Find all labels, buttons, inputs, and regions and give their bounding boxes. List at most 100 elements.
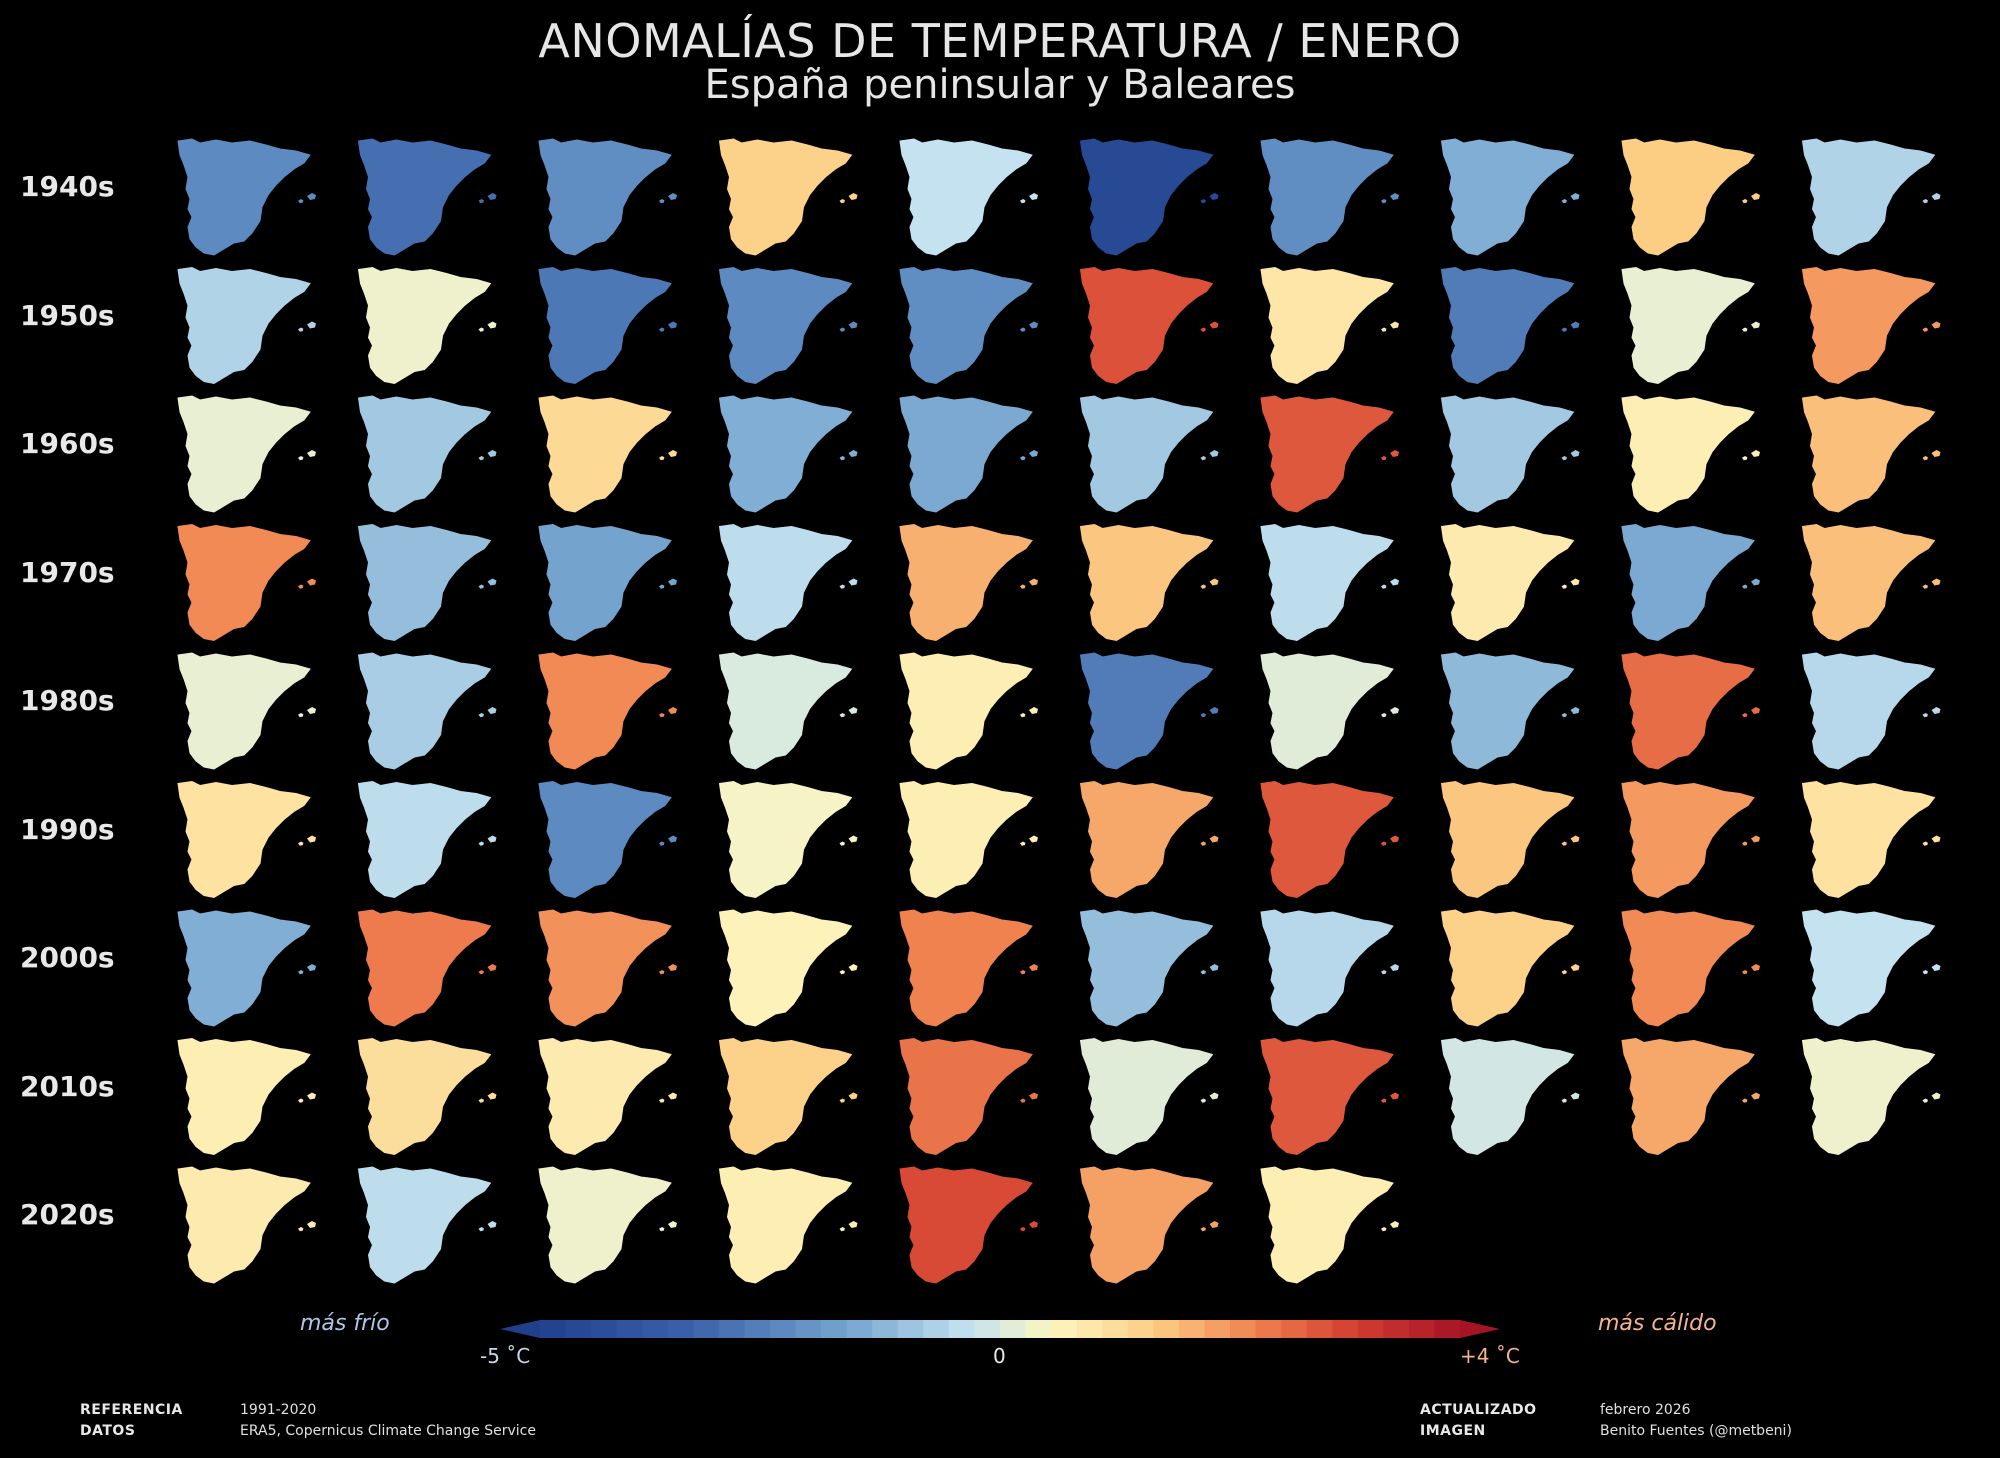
anomaly-map-cell [1440, 266, 1580, 385]
anomaly-map-cell [177, 1037, 316, 1156]
colorbar-segment [1230, 1320, 1257, 1338]
anomaly-map-cell [718, 138, 858, 256]
anomaly-map-cell [538, 266, 677, 385]
anomaly-map-cell [1260, 652, 1399, 770]
anomaly-map-cell [718, 523, 858, 642]
anomaly-map-grid [177, 138, 1941, 1284]
colorbar-segment [948, 1320, 975, 1338]
anomaly-map-cell [538, 1166, 677, 1284]
anomaly-map-cell [1260, 1166, 1399, 1284]
decade-label: 2010s [20, 1069, 115, 1103]
decade-label: 1950s [20, 298, 115, 332]
anomaly-map-cell [718, 395, 858, 513]
anomaly-map-cell [1260, 780, 1399, 899]
anomaly-map-cell [538, 523, 677, 642]
footer-data-value: ERA5, Copernicus Climate Change Service [240, 1423, 536, 1439]
colorbar-segment [795, 1320, 822, 1338]
anomaly-map-cell [1260, 523, 1399, 642]
colorbar-max-extension [1460, 1320, 1500, 1338]
anomaly-map-cell [177, 523, 316, 642]
anomaly-map-cell [899, 266, 1038, 385]
anomaly-map-cell [1621, 266, 1760, 385]
colorbar-zero-label: 0 [993, 1344, 1006, 1368]
colorbar-segment [1434, 1320, 1461, 1338]
anomaly-map-cell [718, 909, 858, 1027]
anomaly-map-cell [1079, 652, 1219, 770]
colorbar-segment [1178, 1320, 1205, 1338]
anomaly-map-cell [177, 1166, 316, 1284]
colorbar-segment [540, 1320, 567, 1338]
anomaly-map-cell [1440, 138, 1580, 256]
anomaly-map-cell [718, 1037, 858, 1156]
colorbar-segment [1204, 1320, 1231, 1338]
colder-legend-label: más frío [300, 1311, 390, 1336]
anomaly-map-cell [357, 652, 497, 770]
colorbar-min-extension [500, 1320, 540, 1338]
anomaly-map-cell [357, 780, 497, 899]
anomaly-map-cell [1801, 395, 1941, 513]
anomaly-map-cell [899, 780, 1038, 899]
colorbar-segment [1000, 1320, 1027, 1338]
decade-label: 1990s [20, 812, 115, 846]
anomaly-map-cell [899, 1166, 1038, 1284]
anomaly-map-cell [899, 395, 1038, 513]
colorbar-segment [718, 1320, 745, 1338]
anomaly-map-cell [1440, 909, 1580, 1027]
colorbar-segment [1127, 1320, 1154, 1338]
footer-updated-value: febrero 2026 [1600, 1402, 1691, 1418]
anomaly-map-cell [1621, 780, 1760, 899]
anomaly-map-cell [899, 138, 1038, 256]
anomaly-map-cell [177, 266, 316, 385]
anomaly-map-cell [1801, 652, 1941, 770]
anomaly-map-cell [357, 395, 497, 513]
anomaly-map-cell [1801, 780, 1941, 899]
anomaly-map-cell [1801, 1037, 1941, 1156]
chart-title: ANOMALÍAS DE TEMPERATURA / ENERO [538, 14, 1462, 68]
anomaly-map-cell [357, 909, 497, 1027]
anomaly-map-cell [357, 138, 497, 256]
anomaly-map-cell [177, 138, 316, 256]
chart-subtitle: España peninsular y Baleares [704, 62, 1296, 108]
anomaly-map-cell [1440, 1037, 1580, 1156]
anomaly-map-cell [538, 1037, 677, 1156]
footer-image-value: Benito Fuentes (@metbeni) [1600, 1423, 1792, 1439]
colorbar [500, 1320, 1500, 1338]
anomaly-map-cell [1621, 1037, 1760, 1156]
colorbar-segment [897, 1320, 924, 1338]
footer-reference-value: 1991-2020 [240, 1402, 317, 1418]
anomaly-map-cell [177, 780, 316, 899]
anomaly-map-cell [538, 909, 677, 1027]
anomaly-map-cell [1440, 780, 1580, 899]
anomaly-map-cell [538, 138, 677, 256]
anomaly-map-cell [1801, 138, 1941, 256]
colorbar-segment [1051, 1320, 1078, 1338]
anomaly-map-cell [899, 1037, 1038, 1156]
anomaly-map-cell [1260, 909, 1399, 1027]
colorbar-segment [667, 1320, 694, 1338]
anomaly-map-cell [538, 780, 677, 899]
anomaly-map-cell [899, 523, 1038, 642]
decade-label: 1960s [20, 427, 115, 460]
anomaly-map-cell [357, 1037, 497, 1156]
footer-data-key: DATOS [80, 1423, 136, 1439]
anomaly-map-cell [718, 780, 858, 899]
anomaly-map-cell [177, 652, 316, 770]
colorbar-segment [1281, 1320, 1308, 1338]
colorbar-segment [923, 1320, 950, 1338]
colorbar-segment [1357, 1320, 1384, 1338]
anomaly-map-cell [357, 523, 497, 642]
colorbar-segment [591, 1320, 618, 1338]
anomaly-map-cell [357, 266, 497, 385]
colorbar-segment [693, 1320, 720, 1338]
colorbar-segment [616, 1320, 643, 1338]
warmer-legend-label: más cálido [1598, 1311, 1717, 1336]
anomaly-map-cell [1801, 523, 1941, 642]
anomaly-map-cell [1260, 138, 1399, 256]
colorbar-segment [1102, 1320, 1129, 1338]
anomaly-map-cell [177, 395, 316, 513]
anomaly-map-cell [538, 652, 677, 770]
anomaly-map-cell [1260, 1037, 1399, 1156]
footer-updated-key: ACTUALIZADO [1420, 1402, 1537, 1418]
colorbar-segment [642, 1320, 669, 1338]
anomaly-map-cell [718, 1166, 858, 1284]
